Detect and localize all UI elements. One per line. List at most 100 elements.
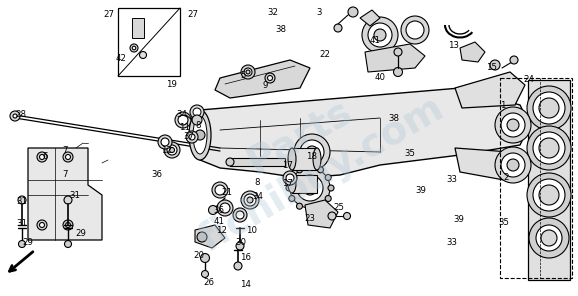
Circle shape [343,213,350,220]
Polygon shape [195,225,225,248]
Ellipse shape [288,175,296,193]
Circle shape [286,185,292,191]
Text: 2: 2 [503,173,509,182]
Text: 9: 9 [263,81,268,90]
Circle shape [294,134,330,170]
Circle shape [541,230,557,246]
Text: 41: 41 [370,36,381,45]
Text: 39: 39 [415,186,426,195]
Ellipse shape [288,148,296,170]
Circle shape [348,7,358,17]
Text: 19: 19 [166,80,177,89]
Text: 6: 6 [42,152,48,161]
Circle shape [63,220,73,230]
Text: 31: 31 [16,219,27,228]
Circle shape [334,24,342,32]
Text: 12: 12 [161,147,172,155]
Circle shape [495,147,531,183]
Circle shape [18,196,26,204]
Bar [292,175,317,193]
Circle shape [501,113,525,137]
Circle shape [401,16,429,44]
Circle shape [303,181,317,195]
Circle shape [169,147,175,152]
Text: 31: 31 [69,191,80,200]
Text: 27: 27 [188,10,199,19]
Circle shape [39,223,45,228]
Bar [528,80,570,280]
Circle shape [167,145,177,155]
Bar [132,18,144,38]
Text: 38: 38 [388,114,399,123]
Circle shape [236,242,244,250]
Circle shape [289,195,295,202]
Circle shape [394,48,402,56]
Text: 39: 39 [454,215,465,223]
Polygon shape [28,148,102,240]
Circle shape [495,107,531,143]
Text: 3: 3 [317,8,323,17]
Circle shape [297,167,302,173]
Circle shape [195,130,205,140]
Circle shape [158,135,172,149]
Text: 38: 38 [276,25,287,33]
Text: 10: 10 [246,226,257,235]
Circle shape [220,203,230,213]
Ellipse shape [189,110,211,160]
Circle shape [510,56,518,64]
Circle shape [328,212,336,220]
Bar [292,148,317,170]
Text: 17: 17 [282,161,293,170]
Text: 8: 8 [195,121,201,130]
Bar [230,158,285,166]
Circle shape [507,159,519,171]
Circle shape [241,191,259,209]
Circle shape [490,60,500,70]
Circle shape [265,73,275,83]
Circle shape [64,196,72,204]
Circle shape [132,46,136,50]
Circle shape [533,132,565,164]
Circle shape [328,185,334,191]
Text: 32: 32 [268,8,279,17]
Text: 36: 36 [151,170,162,179]
Circle shape [233,208,247,222]
Circle shape [536,225,562,251]
Text: 33: 33 [446,238,457,247]
Circle shape [527,126,571,170]
Text: 35: 35 [498,218,509,226]
Circle shape [234,262,242,270]
Circle shape [507,119,519,131]
Circle shape [297,203,302,209]
Bar [118,8,180,76]
Text: 29: 29 [22,238,33,247]
Ellipse shape [313,148,321,170]
Circle shape [325,175,331,181]
Text: 28: 28 [15,110,26,119]
Circle shape [212,182,228,198]
Circle shape [307,164,313,170]
Circle shape [501,153,525,177]
Text: 36: 36 [214,206,225,215]
Text: 15: 15 [486,63,497,72]
Circle shape [63,152,73,162]
Text: 30: 30 [236,238,247,247]
Bar [500,78,572,278]
Circle shape [394,67,402,76]
Text: 42: 42 [116,54,127,63]
Circle shape [290,168,330,208]
Circle shape [217,200,233,216]
Circle shape [368,23,392,47]
Text: 20: 20 [194,251,205,260]
Text: 13: 13 [448,41,459,50]
Circle shape [192,115,202,125]
Circle shape [527,86,571,130]
Text: 26: 26 [203,278,214,287]
Ellipse shape [193,116,207,154]
Text: 22: 22 [320,50,331,59]
Text: 14: 14 [240,280,251,289]
Circle shape [175,112,191,128]
Circle shape [539,98,559,118]
Circle shape [135,25,140,30]
Circle shape [133,23,143,33]
